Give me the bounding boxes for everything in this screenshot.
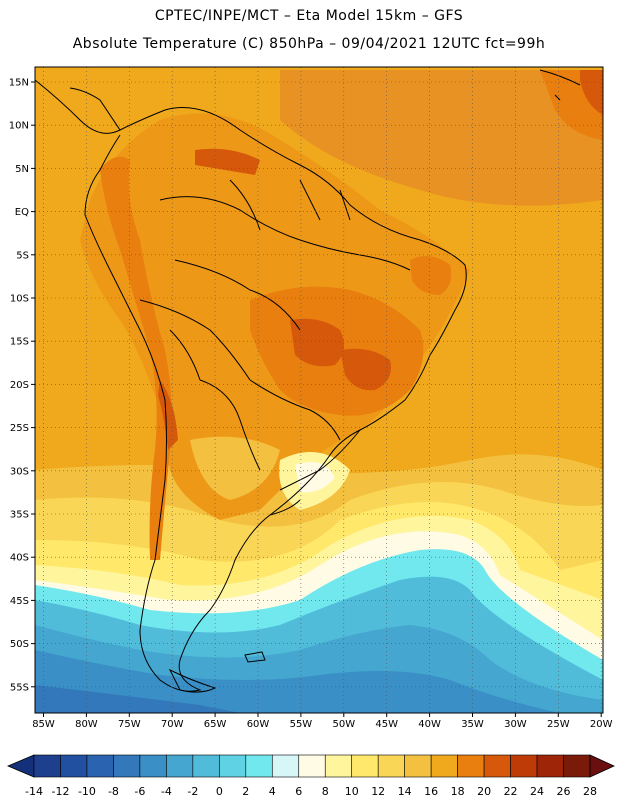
colorbar-segment — [192, 754, 220, 778]
colorbar-segment — [377, 754, 405, 778]
colorbar-label: -6 — [134, 785, 145, 798]
lat-label: EQ — [15, 207, 29, 218]
colorbar-label: -8 — [108, 785, 119, 798]
colorbar-label: -2 — [187, 785, 198, 798]
lon-label: 65W — [204, 719, 227, 730]
latitude-labels: 15N 10N 5N EQ 5S 10S 15S 20S 25S 30S 35S 40S 45S 50S 5… — [9, 78, 35, 693]
lat-label: 5S — [16, 250, 29, 261]
lon-label: 50W — [332, 719, 355, 730]
title-line-2: Absolute Temperature (C) 850hPa – 09/04/… — [72, 36, 546, 52]
colorbar-label: 10 — [345, 785, 359, 798]
colorbar-label: 0 — [216, 785, 223, 798]
title-line-1: CPTEC/INPE/MCT – Eta Model 15km – GFS — [154, 8, 464, 24]
lat-label: 10N — [9, 121, 29, 132]
colorbar-label: -4 — [161, 785, 172, 798]
colorbar-over-arrow — [589, 754, 615, 778]
lat-label: 35S — [10, 510, 29, 521]
lat-label: 40S — [10, 553, 29, 564]
colorbar-label: 14 — [398, 785, 412, 798]
colorbar-segment — [219, 754, 247, 778]
lon-label: 60W — [247, 719, 270, 730]
colorbar-label: 22 — [504, 785, 518, 798]
lat-label: 5N — [15, 164, 29, 175]
colorbar-label: 24 — [530, 785, 544, 798]
lat-label: 15S — [10, 337, 29, 348]
lat-label: 45S — [10, 596, 29, 607]
lat-label: 20S — [10, 380, 29, 391]
colorbar-label: 28 — [583, 785, 597, 798]
colorbar-label: 16 — [424, 785, 438, 798]
colorbar-segment — [404, 754, 432, 778]
lat-label: 50S — [10, 639, 29, 650]
colorbar-segment — [563, 754, 591, 778]
graticule — [35, 67, 603, 713]
colorbar-label: 8 — [322, 785, 329, 798]
colorbar-segment — [245, 754, 273, 778]
colorbar-label: 26 — [557, 785, 571, 798]
colorbar-label: 12 — [371, 785, 385, 798]
colorbar-segment — [351, 754, 379, 778]
colorbar-label: 2 — [242, 785, 249, 798]
colorbar-segment — [113, 754, 141, 778]
colorbar-segment — [536, 754, 564, 778]
lat-label: 55S — [10, 682, 29, 693]
colorbar-segment — [457, 754, 485, 778]
colorbar-label: -12 — [51, 785, 69, 798]
colorbar: -14 -12 -10 -8 -6 -4 -2 0 2 4 6 8 10 12 14 16 18 20 22 24 26… — [6, 754, 615, 798]
colorbar-segment — [298, 754, 326, 778]
lon-label: 35W — [461, 719, 484, 730]
temperature-field — [35, 67, 603, 713]
colorbar-under-arrow — [6, 754, 35, 778]
lon-label: 45W — [375, 719, 398, 730]
lon-label: 85W — [32, 719, 55, 730]
colorbar-segment — [430, 754, 458, 778]
lon-label: 70W — [161, 719, 184, 730]
lon-label: 30W — [504, 719, 527, 730]
colorbar-label: 18 — [451, 785, 465, 798]
lon-label: 40W — [418, 719, 441, 730]
lat-label: 25S — [10, 423, 29, 434]
colorbar-segment — [139, 754, 167, 778]
colorbar-segment — [86, 754, 114, 778]
colorbar-segment — [271, 754, 300, 778]
colorbar-label: 20 — [477, 785, 491, 798]
colorbar-label: -14 — [25, 785, 43, 798]
colorbar-label: -10 — [78, 785, 96, 798]
coastlines — [35, 69, 581, 693]
longitude-labels: 85W 80W 75W 70W 65W 60W 55W 50W 45W 40W 35W 30W 25W 2… — [32, 713, 613, 730]
colorbar-segment — [33, 754, 61, 778]
lat-label: 10S — [10, 294, 29, 305]
lon-label: 75W — [118, 719, 141, 730]
colorbar-label: 4 — [269, 785, 276, 798]
colorbar-segment — [60, 754, 88, 778]
lat-label: 15N — [9, 78, 29, 89]
lon-label: 80W — [75, 719, 98, 730]
map-frame — [34, 66, 604, 714]
lat-label: 30S — [10, 466, 29, 477]
lon-label: 25W — [547, 719, 570, 730]
lon-label: 20W — [590, 719, 613, 730]
colorbar-segment — [166, 754, 194, 778]
colorbar-segment — [324, 754, 353, 778]
lon-label: 55W — [290, 719, 313, 730]
colorbar-segment — [510, 754, 538, 778]
colorbar-segment — [483, 754, 511, 778]
colorbar-label: 6 — [295, 785, 302, 798]
